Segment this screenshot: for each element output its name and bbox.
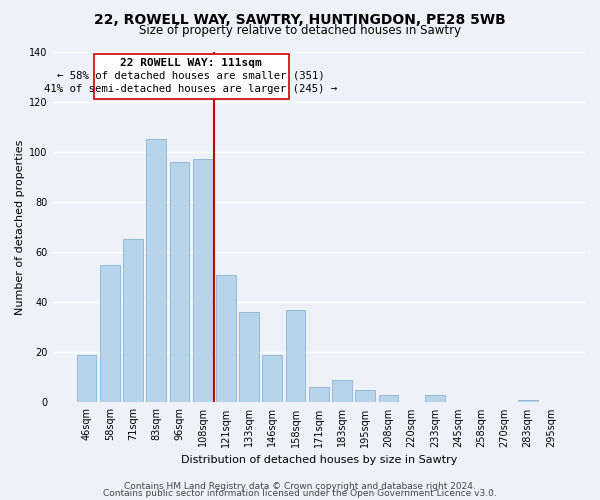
Bar — [146, 139, 166, 402]
Y-axis label: Number of detached properties: Number of detached properties — [15, 140, 25, 314]
Text: Size of property relative to detached houses in Sawtry: Size of property relative to detached ho… — [139, 24, 461, 37]
Bar — [77, 355, 97, 403]
Bar — [518, 400, 538, 402]
Text: Contains HM Land Registry data © Crown copyright and database right 2024.: Contains HM Land Registry data © Crown c… — [124, 482, 476, 491]
Bar — [262, 355, 282, 403]
Text: 41% of semi-detached houses are larger (245) →: 41% of semi-detached houses are larger (… — [44, 84, 338, 94]
Text: 22, ROWELL WAY, SAWTRY, HUNTINGDON, PE28 5WB: 22, ROWELL WAY, SAWTRY, HUNTINGDON, PE28… — [94, 12, 506, 26]
Bar — [239, 312, 259, 402]
Text: 22 ROWELL WAY: 111sqm: 22 ROWELL WAY: 111sqm — [120, 58, 262, 68]
Bar — [193, 160, 212, 402]
FancyBboxPatch shape — [94, 54, 289, 99]
Bar — [170, 162, 190, 402]
Text: Contains public sector information licensed under the Open Government Licence v3: Contains public sector information licen… — [103, 489, 497, 498]
Bar — [332, 380, 352, 402]
Bar — [309, 388, 329, 402]
Bar — [355, 390, 375, 402]
Bar — [379, 395, 398, 402]
Bar — [216, 274, 236, 402]
Text: ← 58% of detached houses are smaller (351): ← 58% of detached houses are smaller (35… — [57, 70, 325, 81]
Bar — [425, 395, 445, 402]
X-axis label: Distribution of detached houses by size in Sawtry: Distribution of detached houses by size … — [181, 455, 457, 465]
Bar — [123, 240, 143, 402]
Bar — [100, 264, 119, 402]
Bar — [286, 310, 305, 402]
